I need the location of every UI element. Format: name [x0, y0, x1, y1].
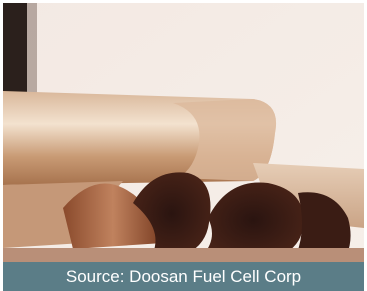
photo	[3, 3, 364, 262]
figure: Source: Doosan Fuel Cell Corp	[0, 0, 367, 291]
caption: Source: Doosan Fuel Cell Corp	[3, 262, 364, 291]
